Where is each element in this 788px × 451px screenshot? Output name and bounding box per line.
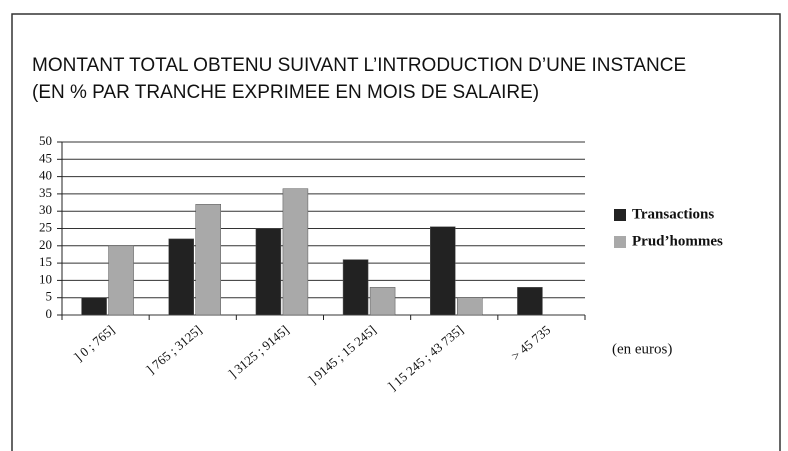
legend-label: Transactions <box>632 206 714 222</box>
y-tick-label: 20 <box>39 237 52 252</box>
y-tick-label: 45 <box>39 150 52 165</box>
bar <box>369 287 396 316</box>
bar <box>430 226 456 316</box>
bar <box>342 259 369 316</box>
y-tick-label: 35 <box>39 185 52 200</box>
bar <box>81 297 107 316</box>
bar <box>457 297 483 316</box>
frame <box>11 13 781 451</box>
y-tick-label: 25 <box>39 219 52 234</box>
bar <box>282 188 309 316</box>
legend-swatch <box>614 236 626 248</box>
bar <box>168 238 194 316</box>
y-tick-label: 40 <box>39 168 52 183</box>
chart-subtitle: (EN % PAR TRANCHE EXPRIMEE EN MOIS DE SA… <box>32 82 539 103</box>
y-tick-label: 0 <box>46 306 53 321</box>
y-tick-label: 15 <box>39 254 52 269</box>
y-tick-label: 50 <box>39 133 52 148</box>
y-tick-label: 5 <box>46 289 53 304</box>
y-tick-label: 10 <box>39 271 52 286</box>
chart-title: MONTANT TOTAL OBTENU SUIVANT L’INTRODUCT… <box>32 55 686 76</box>
legend-swatch <box>614 209 626 221</box>
annotation: (en euros) <box>612 341 672 357</box>
y-tick-label: 30 <box>39 202 52 217</box>
bar <box>108 245 134 316</box>
bar <box>255 228 282 316</box>
bar <box>517 287 543 316</box>
bar <box>195 204 221 316</box>
legend-label: Prud’hommes <box>632 233 723 249</box>
